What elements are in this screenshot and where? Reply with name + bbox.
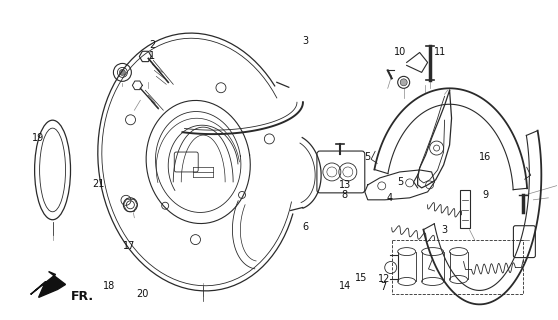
Text: 20: 20	[137, 289, 149, 299]
Text: 18: 18	[103, 281, 116, 291]
Text: 16: 16	[479, 152, 491, 162]
Text: 6: 6	[302, 222, 309, 232]
Text: 8: 8	[341, 190, 348, 200]
Text: 17: 17	[123, 241, 135, 251]
Text: 15: 15	[355, 273, 368, 283]
Text: 12: 12	[377, 275, 390, 284]
Text: 5: 5	[397, 177, 403, 187]
Text: 2: 2	[149, 40, 155, 50]
Text: 1: 1	[149, 52, 155, 61]
Text: 5: 5	[364, 152, 370, 162]
Bar	[460, 190, 469, 228]
Text: 13: 13	[339, 180, 351, 190]
Bar	[392, 240, 523, 294]
Text: 19: 19	[32, 133, 45, 143]
Text: 9: 9	[482, 190, 488, 200]
Text: 10: 10	[394, 47, 406, 57]
Polygon shape	[31, 271, 65, 297]
Text: FR.: FR.	[70, 290, 94, 303]
Text: 3: 3	[442, 225, 448, 235]
Text: 3: 3	[302, 36, 309, 45]
Text: 7: 7	[381, 283, 387, 292]
Circle shape	[400, 79, 407, 86]
Text: 11: 11	[434, 47, 446, 57]
Circle shape	[119, 69, 126, 76]
Text: 4: 4	[386, 193, 392, 203]
Text: 21: 21	[92, 179, 104, 189]
Text: 14: 14	[339, 281, 351, 291]
